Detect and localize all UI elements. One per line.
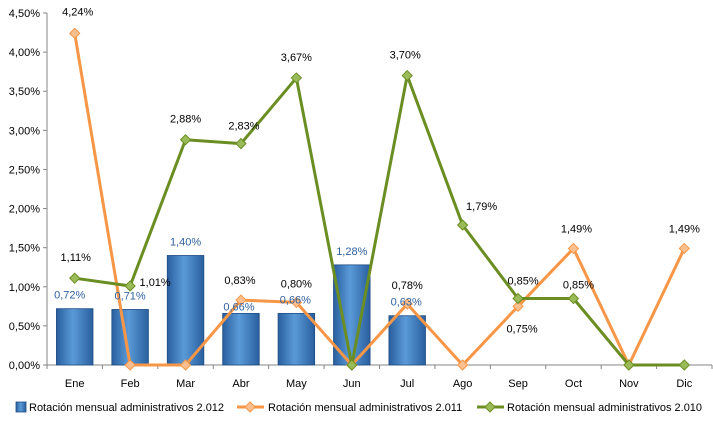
x-tick-label: Dic [676,378,692,390]
series-2010-marker [124,280,136,292]
bar [222,312,260,366]
x-tick-label: Mar [176,378,195,390]
legend-marker-2011 [244,401,256,413]
series-2011-marker [456,359,469,371]
legend: Rotación mensual administrativos 2.012 Ro… [15,401,702,414]
legend-label-2011: Rotación mensual administrativos 2.011 [268,402,462,414]
bar [388,315,426,366]
series-2010-marker [179,134,192,146]
x-tick-label: Jul [400,378,414,390]
series-2010-data-label: 1,01% [140,277,171,289]
series-2011-data-label: 0,83% [224,275,255,287]
y-tick-label: 3,50% [9,86,40,98]
series-2010-marker [235,137,247,150]
y-tick-label: 1,50% [9,243,40,255]
bar-data-label: 1,28% [336,246,367,258]
bar [56,308,94,366]
x-tick-label: Jun [343,378,361,390]
bar-data-label: 0,71% [115,290,146,302]
series-2010-line [74,74,685,367]
x-tick-label: Sep [508,378,528,390]
series-2010-marker [678,359,690,371]
x-tick-label: Feb [121,378,140,390]
y-tick-label: 1,00% [9,282,40,294]
series-2010-data-label: 3,67% [281,52,312,64]
axes: 0,00% 0,50% 1,00% 1,50% 2,00% 2,50% 3,00% 3,50%… [9,8,713,390]
y-tick-label: 2,00% [9,204,40,216]
y-tick-label: 2,50% [9,164,40,176]
line-series [69,27,690,371]
series-2010-data-label: 0,85% [563,280,594,292]
series-2011-data-label: 1,49% [561,223,592,235]
series-2011-data-label: 0,75% [506,323,537,335]
series-2010-marker [567,292,580,305]
series-2010-data-label: 3,70% [390,50,421,62]
legend-swatch-2012 [15,401,27,413]
bar-data-label: 0,66% [223,301,254,313]
series-2010-marker [346,359,358,371]
series-2010-marker [401,69,413,82]
series-2010-data-label: 2,83% [228,121,259,133]
series-2011-data-label: 0,78% [392,280,423,292]
series-2010-marker [69,272,81,284]
legend-marker-2010 [484,401,496,413]
x-tick-label: Ene [65,378,85,390]
series-2010-marker [456,219,469,231]
series-2010-data-label: 1,11% [61,252,92,264]
series-2010-data-label: 1,79% [466,201,497,213]
bar-data-label: 1,40% [170,236,201,248]
series-2011-marker [124,359,136,371]
series-2011-marker [179,359,192,371]
series-2010-data-label: 0,85% [507,276,538,288]
series-2011-marker [401,298,413,310]
bar-data-label: 0,63% [391,297,422,309]
y-tick-label: 0,50% [9,321,40,333]
series-2011-data-label: 0,80% [281,278,312,290]
series-2010-marker [512,292,524,305]
x-tick-label: Nov [619,378,639,390]
x-tick-label: Oct [565,378,582,390]
bar-data-label: 0,66% [280,294,311,306]
series-2010-marker [290,72,303,84]
x-tick-label: May [286,378,307,390]
y-tick-label: 3,00% [9,125,40,137]
y-tick-label: 4,50% [9,8,40,20]
bar [277,312,316,366]
series-2011-marker [567,242,580,255]
y-tick-label: 0,00% [9,360,40,372]
series-2010-marker [623,359,635,371]
series-2011-marker [235,294,247,306]
data-labels: 0,72% 0,71% 1,40% 0,66% 0,66% 1,28% 0,63% 4,24%… [54,6,700,335]
series-2011-marker [69,27,81,40]
series-2011-marker [290,296,303,309]
series-2011-data-label: 1,49% [669,223,700,235]
legend-label-2010: Rotación mensual administrativos 2.010 [507,402,702,414]
series-2011-line [73,33,686,367]
bar-data-label: 0,72% [54,290,85,302]
legend-label-2012: Rotación mensual administrativos 2.012 [29,402,224,414]
series-2010-data-label: 2,88% [170,114,201,126]
series-2011-marker [678,242,690,255]
series-2011-data-label: 4,24% [62,6,93,18]
series-2011-marker [512,300,524,313]
x-tick-label: Abr [232,378,249,390]
x-tick-label: Ago [453,378,473,390]
y-tick-label: 4,00% [9,47,40,59]
